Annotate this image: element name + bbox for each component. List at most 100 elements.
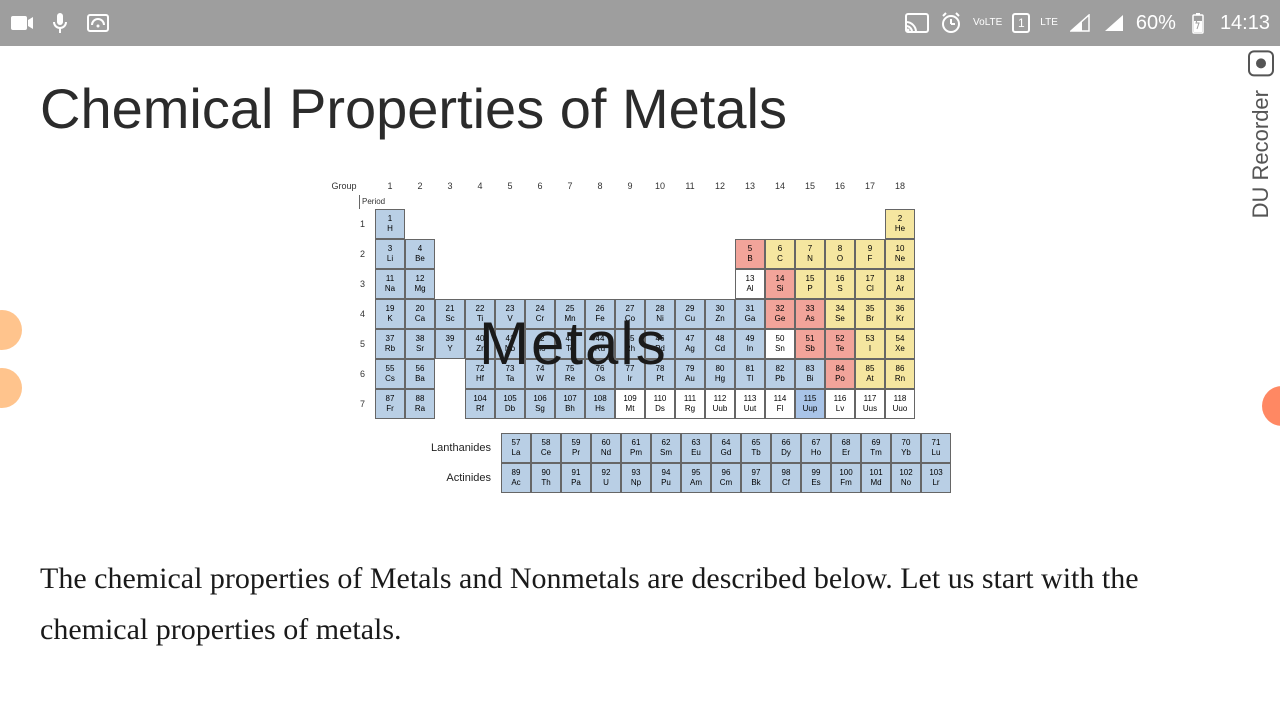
alarm-icon [939, 11, 963, 35]
element-cell: 15P [795, 269, 825, 299]
page-content: Chemical Properties of Metals Group 1234… [0, 46, 1280, 655]
element-cell: 65Tb [741, 433, 771, 463]
period-header-label: Period [359, 195, 371, 209]
cast-icon [905, 11, 929, 35]
element-cell: 112Uub [705, 389, 735, 419]
element-cell: 72Hf [465, 359, 495, 389]
element-cell: 105Db [495, 389, 525, 419]
period-num: 3 [329, 269, 371, 299]
element-cell: 12Mg [405, 269, 435, 299]
element-cell: 19K [375, 299, 405, 329]
element-cell: 95Am [681, 463, 711, 493]
element-cell: 107Bh [555, 389, 585, 419]
element-cell: 5B [735, 239, 765, 269]
element-cell: 69Tm [861, 433, 891, 463]
group-num: 5 [495, 181, 525, 191]
element-cell: 29Cu [675, 299, 705, 329]
element-cell: 20Ca [405, 299, 435, 329]
element-cell: 7N [795, 239, 825, 269]
element-cell: 68Er [831, 433, 861, 463]
element-cell: 54Xe [885, 329, 915, 359]
element-cell: 90Th [531, 463, 561, 493]
element-cell: 34Se [825, 299, 855, 329]
element-cell: 31Ga [735, 299, 765, 329]
element-cell: 22Ti [465, 299, 495, 329]
element-cell: 55Cs [375, 359, 405, 389]
group-num: 2 [405, 181, 435, 191]
element-cell: 70Yb [891, 433, 921, 463]
element-cell: 62Sm [651, 433, 681, 463]
element-cell: 61Pm [621, 433, 651, 463]
element-cell: 66Dy [771, 433, 801, 463]
element-cell: 33As [795, 299, 825, 329]
element-cell: 44Ru [585, 329, 615, 359]
element-cell: 89Ac [501, 463, 531, 493]
element-cell: 92U [591, 463, 621, 493]
element-cell: 3Li [375, 239, 405, 269]
wifi-card-icon [86, 11, 110, 35]
element-cell: 113Uut [735, 389, 765, 419]
element-cell: 84Po [825, 359, 855, 389]
element-cell: 58Ce [531, 433, 561, 463]
lte-indicator: LTE [1040, 18, 1058, 28]
element-cell: 23V [495, 299, 525, 329]
clock-time: 14:13 [1220, 12, 1270, 35]
element-cell: 46Pd [645, 329, 675, 359]
element-cell: 67Ho [801, 433, 831, 463]
body-paragraph: The chemical properties of Metals and No… [40, 553, 1240, 655]
period-num: 1 [329, 209, 371, 239]
element-cell: 27Co [615, 299, 645, 329]
period-num: 4 [329, 299, 371, 329]
element-cell: 96Cm [711, 463, 741, 493]
element-cell: 98Cf [771, 463, 801, 493]
element-cell: 36Kr [885, 299, 915, 329]
element-cell: 87Fr [375, 389, 405, 419]
signal-1-icon [1068, 11, 1092, 35]
element-cell: 76Os [585, 359, 615, 389]
group-num: 10 [645, 181, 675, 191]
sim-indicator: 1 [1012, 13, 1030, 33]
element-cell: 106Sg [525, 389, 555, 419]
battery-percent: 60% [1136, 12, 1176, 35]
lanthanides-label: Lanthanides [375, 442, 491, 454]
group-num: 13 [735, 181, 765, 191]
signal-2-icon [1102, 11, 1126, 35]
element-cell: 9F [855, 239, 885, 269]
element-cell: 51Sb [795, 329, 825, 359]
group-num: 18 [885, 181, 915, 191]
lanthanides-row: 57La58Ce59Pr60Nd61Pm62Sm63Eu64Gd65Tb66Dy… [501, 433, 951, 463]
element-cell: 111Rg [675, 389, 705, 419]
element-cell: 45Rh [615, 329, 645, 359]
element-cell: 81Tl [735, 359, 765, 389]
element-cell: 6C [765, 239, 795, 269]
element-cell: 17Cl [855, 269, 885, 299]
element-cell: 13Al [735, 269, 765, 299]
element-cell: 118Uuo [885, 389, 915, 419]
group-num: 4 [465, 181, 495, 191]
element-cell: 109Mt [615, 389, 645, 419]
status-right-icons: VoLTE 1 LTE 60% 14:13 [905, 11, 1270, 35]
element-cell: 57La [501, 433, 531, 463]
element-cell: 30Zn [705, 299, 735, 329]
element-cell: 63Eu [681, 433, 711, 463]
element-cell: 59Pr [561, 433, 591, 463]
group-num: 7 [555, 181, 585, 191]
group-num: 11 [675, 181, 705, 191]
recorder-icon [1248, 50, 1274, 76]
element-cell: 77Ir [615, 359, 645, 389]
element-cell: 114Fl [765, 389, 795, 419]
battery-icon [1186, 11, 1210, 35]
element-cell: 116Lv [825, 389, 855, 419]
period-num: 5 [329, 329, 371, 359]
element-cell: 11Na [375, 269, 405, 299]
element-cell: 103Lr [921, 463, 951, 493]
element-cell: 108Hs [585, 389, 615, 419]
element-cell: 24Cr [525, 299, 555, 329]
element-cell: 85At [855, 359, 885, 389]
group-num: 14 [765, 181, 795, 191]
element-cell: 28Ni [645, 299, 675, 329]
group-num: 3 [435, 181, 465, 191]
page-title: Chemical Properties of Metals [40, 76, 1240, 141]
element-cell: 71Lu [921, 433, 951, 463]
element-cell: 1H [375, 209, 405, 239]
